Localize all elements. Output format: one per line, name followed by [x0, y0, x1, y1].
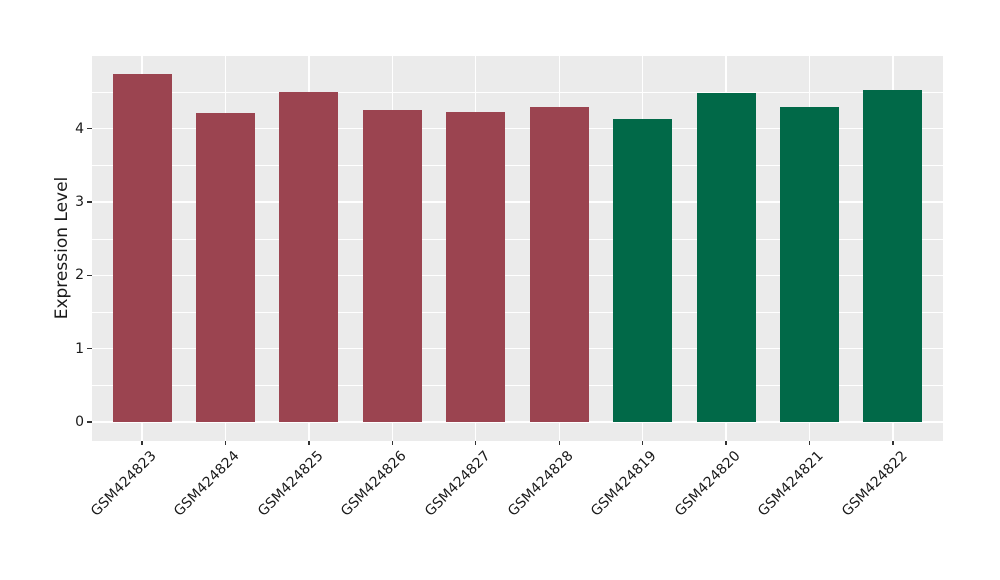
y-tick-mark: [87, 348, 92, 350]
gridline-y-major: [92, 274, 943, 276]
y-tick-mark: [87, 421, 92, 423]
bar-GSM424825: [279, 91, 339, 422]
x-tick-mark: [308, 441, 310, 445]
x-tick-label-text: GSM424824: [171, 448, 243, 520]
y-tick-label: 3: [75, 193, 84, 210]
x-tick-label-text: GSM424827: [421, 448, 494, 520]
x-tick-label-text: GSM424823: [87, 448, 160, 520]
x-tick-mark: [558, 441, 560, 445]
bar-GSM424826: [362, 110, 422, 422]
bar-GSM424820: [696, 92, 756, 422]
gridline-y-minor: [92, 311, 943, 313]
gridline-y-minor: [92, 165, 943, 167]
x-tick-label-text: GSM424828: [504, 448, 577, 520]
x-tick-mark: [141, 441, 143, 445]
bar-GSM424819: [613, 119, 673, 422]
plot-panel: [92, 56, 943, 441]
x-tick-mark: [475, 441, 477, 445]
x-tick-label-text: GSM424821: [755, 448, 827, 520]
y-tick-mark: [87, 274, 92, 276]
x-tick-mark: [224, 441, 227, 445]
y-tick-label: 1: [75, 340, 84, 357]
bar-GSM424821: [780, 107, 839, 422]
y-tick-label: 4: [75, 120, 84, 137]
x-tick-label-text: GSM424826: [338, 448, 410, 520]
bar-GSM424828: [529, 107, 589, 422]
gridline-y-minor: [92, 385, 943, 387]
x-tick-label-text: GSM424825: [254, 448, 327, 520]
x-tick-mark: [808, 441, 811, 445]
gridline-y-major: [92, 347, 943, 350]
bar-GSM424824: [195, 113, 255, 422]
x-tick-label-text: GSM424819: [588, 448, 660, 520]
y-tick-mark: [87, 128, 92, 130]
bar-GSM424822: [863, 89, 923, 422]
x-tick-mark: [391, 441, 393, 445]
bar-GSM424823: [112, 73, 172, 422]
gridline-y-major: [92, 201, 943, 203]
x-tick-mark: [725, 441, 727, 445]
x-tick-mark: [642, 441, 644, 445]
bar-GSM424827: [446, 112, 506, 422]
gridline-y-minor: [92, 91, 943, 93]
gridline-y-minor: [92, 238, 943, 240]
x-tick-label-text: GSM424822: [838, 448, 911, 520]
gridline-y-major: [92, 421, 943, 423]
y-tick-label: 0: [75, 413, 84, 430]
x-tick-label-text: GSM424820: [671, 448, 744, 520]
gridline-y-major: [92, 127, 943, 130]
y-tick-label: 2: [75, 267, 84, 284]
y-tick-mark: [87, 201, 92, 203]
x-tick-mark: [892, 441, 894, 445]
